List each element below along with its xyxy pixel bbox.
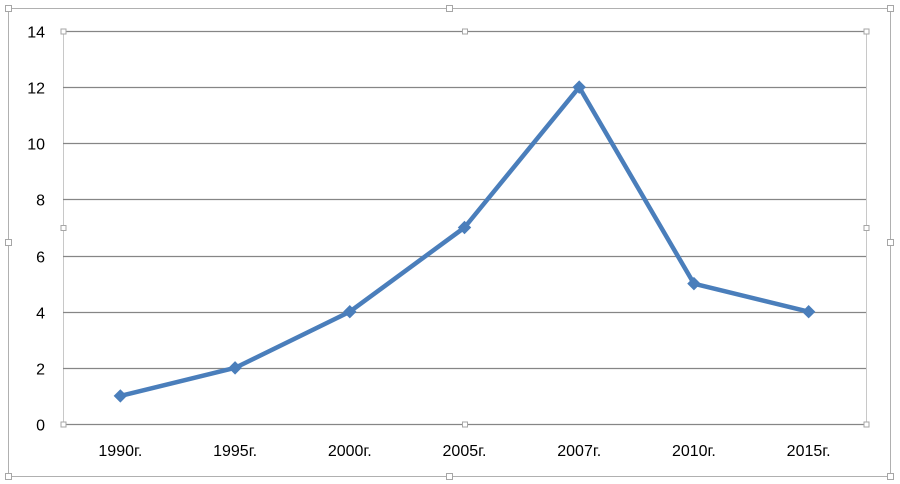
x-tick-label: 2000г.: [328, 443, 372, 460]
plot-area-handle[interactable]: [462, 28, 468, 35]
x-tick-label: 2015г.: [787, 443, 831, 460]
x-tick-label: 2007г.: [557, 443, 601, 460]
data-point-marker: [457, 220, 472, 235]
x-tick-label: 1995г.: [213, 443, 257, 460]
y-tick-label: 2: [36, 362, 45, 379]
data-point-marker: [228, 361, 242, 375]
plot-area-handle[interactable]: [863, 421, 870, 428]
plot-area-handle[interactable]: [60, 225, 67, 231]
resize-handle[interactable]: [5, 5, 12, 12]
chart-selection-frame[interactable]: [8, 8, 891, 477]
resize-handle[interactable]: [887, 5, 894, 12]
y-tick-label: 0: [36, 418, 45, 435]
x-tick-label: 1990г.: [98, 443, 142, 460]
resize-handle[interactable]: [446, 473, 453, 480]
y-tick-label: 10: [27, 137, 45, 154]
y-tick-label: 6: [36, 250, 45, 267]
data-point-marker: [343, 305, 357, 319]
resize-handle[interactable]: [887, 473, 894, 480]
data-point-marker: [572, 80, 586, 94]
data-point-marker: [801, 305, 816, 319]
plot-area-handle[interactable]: [863, 28, 870, 35]
plot-area-handle[interactable]: [60, 28, 67, 35]
series-line: [118, 84, 811, 399]
y-tick-label: 14: [27, 25, 45, 42]
plot-area-handle[interactable]: [863, 225, 870, 231]
plot-area-handle[interactable]: [462, 421, 468, 428]
y-tick-label: 8: [36, 193, 45, 210]
y-tick-label: 4: [36, 306, 45, 323]
resize-handle[interactable]: [5, 473, 12, 480]
x-tick-label: 2010г.: [672, 443, 716, 460]
y-tick-label: 12: [27, 81, 45, 98]
resize-handle[interactable]: [887, 239, 894, 246]
plot-area-handle[interactable]: [60, 421, 67, 428]
data-point-marker: [113, 389, 128, 403]
x-tick-label: 2005г.: [443, 443, 487, 460]
resize-handle[interactable]: [446, 5, 453, 12]
resize-handle[interactable]: [5, 239, 12, 246]
data-point-marker: [687, 276, 701, 291]
